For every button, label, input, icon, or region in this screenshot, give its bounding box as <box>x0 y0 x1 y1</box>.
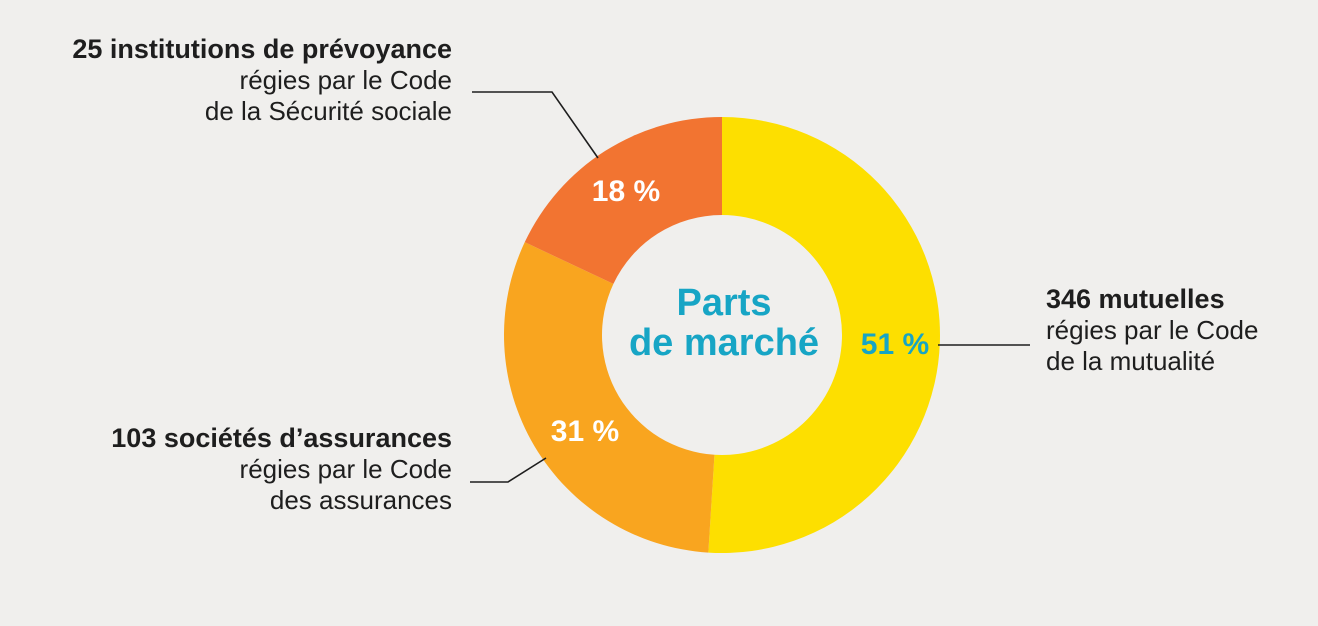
center-title-line-2: de marché <box>628 322 820 364</box>
center-title-line-1: Parts <box>676 282 772 324</box>
label-societes-assurances-line-2: des assurances <box>269 485 452 515</box>
slice-mutuelles <box>708 117 941 554</box>
label-societes-assurances: 103 sociétés d’assurances régies par le … <box>111 423 452 516</box>
label-institutions-prevoyance-line-2: de la Sécurité sociale <box>204 96 452 126</box>
label-institutions-prevoyance-line-1: régies par le Code <box>239 65 452 95</box>
label-mutuelles-line-1: régies par le Code <box>1046 315 1259 345</box>
label-mutuelles-line-2: de la mutualité <box>1046 346 1216 376</box>
label-mutuelles-title: 346 mutuelles <box>1046 284 1225 314</box>
label-mutuelles: 346 mutuelles régies par le Code de la m… <box>1046 284 1258 377</box>
slice-institutions-prevoyance <box>524 117 722 284</box>
value-label-societes-assurances: 31 % <box>551 415 619 448</box>
label-institutions-prevoyance: 25 institutions de prévoyance régies par… <box>72 34 452 127</box>
leader-line-institutions-prevoyance <box>472 91 599 159</box>
label-societes-assurances-title: 103 sociétés d’assurances <box>111 423 452 453</box>
label-institutions-prevoyance-title: 25 institutions de prévoyance <box>72 34 452 64</box>
leader-line-societes-assurances <box>470 457 547 483</box>
label-societes-assurances-line-1: régies par le Code <box>239 454 452 484</box>
value-label-mutuelles: 51 % <box>861 328 929 361</box>
value-label-institutions-prevoyance: 18 % <box>592 175 660 208</box>
slice-societes-assurances <box>503 242 715 553</box>
